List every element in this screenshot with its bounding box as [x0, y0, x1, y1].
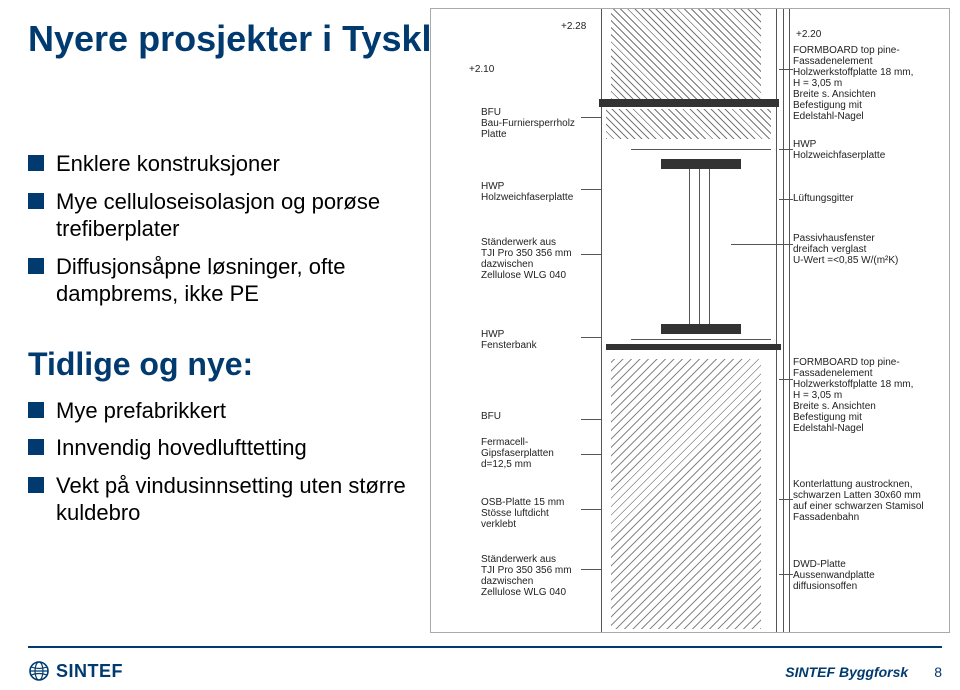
- logo-text: SINTEF: [56, 661, 123, 682]
- drawing-leader: [779, 149, 793, 150]
- drawing-label: HWP Holzweichfaserplatte: [481, 181, 573, 203]
- footer-org: SINTEF Byggforsk: [785, 664, 908, 680]
- drawing-hatch: [606, 109, 771, 139]
- drawing-line: [783, 9, 784, 633]
- drawing-line: [689, 169, 690, 324]
- drawing-line: [699, 169, 700, 324]
- drawing-leader: [581, 454, 601, 455]
- drawing-label: FORMBOARD top pine- Fassadenelement Holz…: [793, 45, 913, 122]
- section-drawing: +2.28 +2.10 +2.20 BFU Bau-Furniersperrho…: [430, 8, 950, 633]
- drawing-label: BFU Bau-Furniersperrholz Platte: [481, 107, 575, 140]
- drawing-leader: [731, 244, 793, 245]
- drawing-label: HWP Fensterbank: [481, 329, 537, 351]
- drawing-label: Ständerwerk aus TJI Pro 350 356 mm dazwi…: [481, 237, 572, 281]
- drawing-label: BFU: [481, 411, 501, 422]
- dim-label: +2.28: [561, 21, 586, 32]
- drawing-solid: [599, 99, 779, 107]
- drawing-leader: [581, 117, 601, 118]
- drawing-line: [789, 9, 790, 633]
- drawing-label: DWD-Platte Aussenwandplatte diffusionsof…: [793, 559, 875, 592]
- drawing-label: Ständerwerk aus TJI Pro 350 356 mm dazwi…: [481, 554, 572, 598]
- drawing-leader: [581, 419, 601, 420]
- bullet-item: Mye celluloseisolasjon og porøse trefibe…: [28, 188, 418, 243]
- slide-footer: SINTEF SINTEF Byggforsk 8: [0, 646, 960, 690]
- bullet-item: Enklere konstruksjoner: [28, 150, 418, 178]
- bullet-item: Mye prefabrikkert: [28, 397, 418, 425]
- slide-root: Nyere prosjekter i Tyskland og Østerrike…: [0, 0, 960, 690]
- sub-heading: Tidlige og nye:: [28, 346, 418, 383]
- drawing-canvas: +2.28 +2.10 +2.20 BFU Bau-Furniersperrho…: [431, 9, 949, 632]
- drawing-leader: [581, 189, 601, 190]
- footer-right: SINTEF Byggforsk 8: [785, 664, 942, 680]
- text-column: Enklere konstruksjoner Mye celluloseisol…: [28, 150, 418, 537]
- sintef-logo: SINTEF: [28, 660, 123, 682]
- drawing-solid: [661, 159, 741, 169]
- footer-rule: [28, 646, 942, 648]
- bullet-list-top: Enklere konstruksjoner Mye celluloseisol…: [28, 150, 418, 308]
- drawing-leader: [779, 69, 793, 70]
- drawing-line: [709, 169, 710, 324]
- drawing-leader: [581, 254, 601, 255]
- drawing-line: [631, 149, 771, 150]
- bullet-list-bottom: Mye prefabrikkert Innvendig hovedlufttet…: [28, 397, 418, 527]
- drawing-line: [631, 339, 771, 340]
- drawing-solid: [661, 324, 741, 334]
- drawing-label: Passivhausfenster dreifach verglast U-We…: [793, 233, 898, 266]
- drawing-leader: [779, 379, 793, 380]
- drawing-label: Konterlattung austrocknen, schwarzen Lat…: [793, 479, 924, 523]
- bullet-item: Innvendig hovedlufttetting: [28, 434, 418, 462]
- drawing-label: Fermacell- Gipsfaserplatten d=12,5 mm: [481, 437, 554, 470]
- drawing-leader: [581, 337, 601, 338]
- drawing-label: HWP Holzweichfaserplatte: [793, 139, 885, 161]
- drawing-hatch: [611, 9, 761, 99]
- drawing-leader: [779, 574, 793, 575]
- drawing-leader: [779, 199, 793, 200]
- drawing-leader: [581, 509, 601, 510]
- drawing-hatch: [611, 359, 761, 629]
- bullet-item: Vekt på vindusinnsetting uten større kul…: [28, 472, 418, 527]
- drawing-solid: [606, 344, 781, 350]
- drawing-leader: [779, 499, 793, 500]
- drawing-label: Lüftungsgitter: [793, 193, 854, 204]
- drawing-label: OSB-Platte 15 mm Stösse luftdicht verkle…: [481, 497, 564, 530]
- globe-icon: [28, 660, 50, 682]
- drawing-label: FORMBOARD top pine- Fassadenelement Holz…: [793, 357, 913, 434]
- page-number: 8: [934, 664, 942, 680]
- dim-label: +2.20: [796, 29, 821, 40]
- bullet-item: Diffusjonsåpne løsninger, ofte dampbrems…: [28, 253, 418, 308]
- dim-label: +2.10: [469, 64, 494, 75]
- drawing-leader: [581, 569, 601, 570]
